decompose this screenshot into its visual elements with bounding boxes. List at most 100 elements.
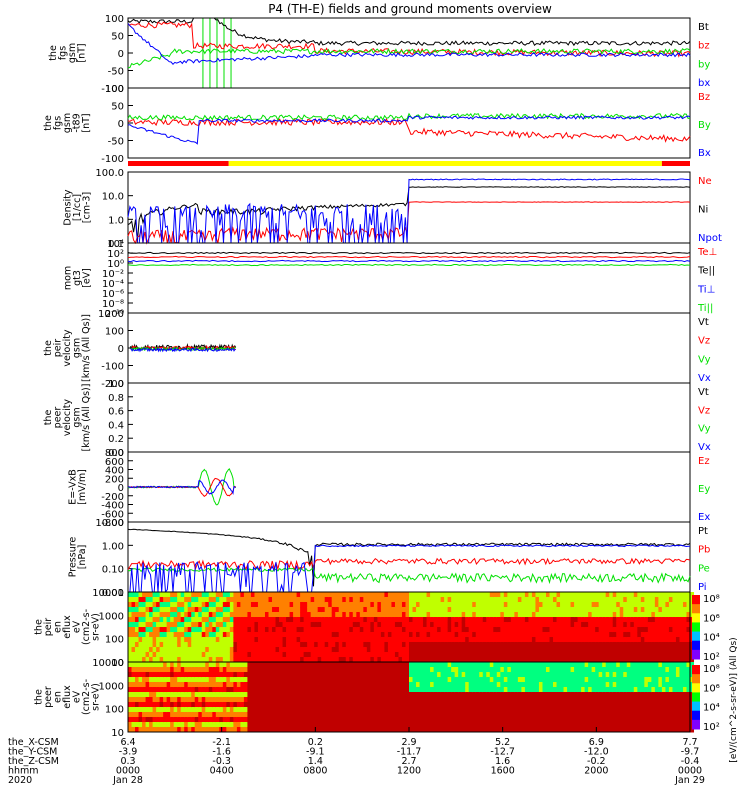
spec-cell [272, 687, 277, 693]
spec-cell [324, 687, 329, 693]
spec-cell [194, 702, 199, 708]
spec-cell [661, 677, 666, 683]
spec-cell [503, 647, 508, 653]
y-tick-label: 10000 [92, 588, 124, 599]
spec-cell [524, 607, 529, 613]
spec-cell [679, 667, 684, 673]
spec-cell [651, 612, 656, 618]
spec-cell [517, 687, 522, 693]
spec-cell [668, 702, 673, 708]
spec-cell [401, 662, 406, 668]
spec-cell [310, 622, 315, 628]
spec-cell [690, 727, 695, 733]
spec-cell [630, 632, 635, 638]
spec-cell [342, 597, 347, 603]
spec-cell [205, 642, 210, 648]
spec-cell [553, 677, 558, 683]
spec-cell [577, 642, 582, 648]
spec-cell [394, 607, 399, 613]
spec-cell [542, 627, 547, 633]
spec-cell [240, 687, 245, 693]
spec-cell [380, 612, 385, 618]
spec-cell [556, 602, 561, 608]
y-axis-label: gsm [72, 407, 83, 427]
spec-cell [145, 607, 150, 613]
spec-cell [549, 672, 554, 678]
spec-cell [619, 677, 624, 683]
spec-cell [588, 652, 593, 658]
spec-cell [616, 727, 621, 733]
spec-cell [567, 592, 572, 598]
spec-cell [264, 602, 269, 608]
spec-cell [366, 712, 371, 718]
spec-cell [430, 722, 435, 728]
spec-cell [535, 647, 540, 653]
spec-cell [236, 602, 241, 608]
spec-cell [482, 627, 487, 633]
spec-cell [268, 647, 273, 653]
spec-cell [328, 622, 333, 628]
spec-cell [215, 672, 220, 678]
spec-cell [524, 652, 529, 658]
spec-cell [644, 652, 649, 658]
spec-cell [398, 637, 403, 643]
spec-cell [257, 707, 262, 713]
spec-cell [398, 657, 403, 663]
spec-cell [444, 592, 449, 598]
spec-cell [321, 592, 326, 598]
spec-cell [215, 622, 220, 628]
spec-cell [317, 667, 322, 673]
spec-cell [142, 682, 147, 688]
spec-cell [373, 612, 378, 618]
spec-cell [423, 677, 428, 683]
spec-cell [377, 717, 382, 723]
spec-cell [363, 722, 368, 728]
spec-cell [444, 607, 449, 613]
spec-cell [574, 697, 579, 703]
spec-cell [163, 592, 168, 598]
spec-cell [553, 727, 558, 733]
spec-cell [682, 642, 687, 648]
spec-cell [419, 592, 424, 598]
spec-cell [184, 682, 189, 688]
spec-cell [672, 692, 677, 698]
spec-cell [398, 617, 403, 623]
spec-cell [401, 727, 406, 733]
spec-cell [335, 622, 340, 628]
spec-cell [563, 667, 568, 673]
spec-cell [380, 697, 385, 703]
spec-cell [163, 672, 168, 678]
spec-cell [500, 672, 505, 678]
spec-cell [247, 657, 252, 663]
spec-cell [272, 622, 277, 628]
spec-cell [458, 692, 463, 698]
colorbar-tick: 10⁴ [703, 633, 720, 644]
spec-cell [482, 647, 487, 653]
spec-cell [651, 692, 656, 698]
spec-cell [135, 622, 140, 628]
spec-cell [500, 717, 505, 723]
spec-cell [651, 722, 656, 728]
spec-cell [142, 612, 147, 618]
spec-cell [437, 682, 442, 688]
spec-cell [373, 592, 378, 598]
spec-cell [289, 617, 294, 623]
spec-cell [187, 707, 192, 713]
spec-cell [282, 677, 287, 683]
spec-cell [159, 722, 164, 728]
spec-cell [510, 622, 515, 628]
spec-cell [451, 717, 456, 723]
spec-cell [440, 652, 445, 658]
spec-cell [574, 657, 579, 663]
spec-cell [314, 722, 319, 728]
spec-cell [521, 612, 526, 618]
spec-cell [282, 592, 287, 598]
spec-cell [591, 677, 596, 683]
spec-cell [686, 657, 691, 663]
spec-cell [236, 627, 241, 633]
spec-cell [345, 667, 350, 673]
spec-cell [205, 682, 210, 688]
y-tick-label: 0.4 [108, 420, 124, 431]
spec-cell [682, 667, 687, 673]
spec-cell [517, 642, 522, 648]
